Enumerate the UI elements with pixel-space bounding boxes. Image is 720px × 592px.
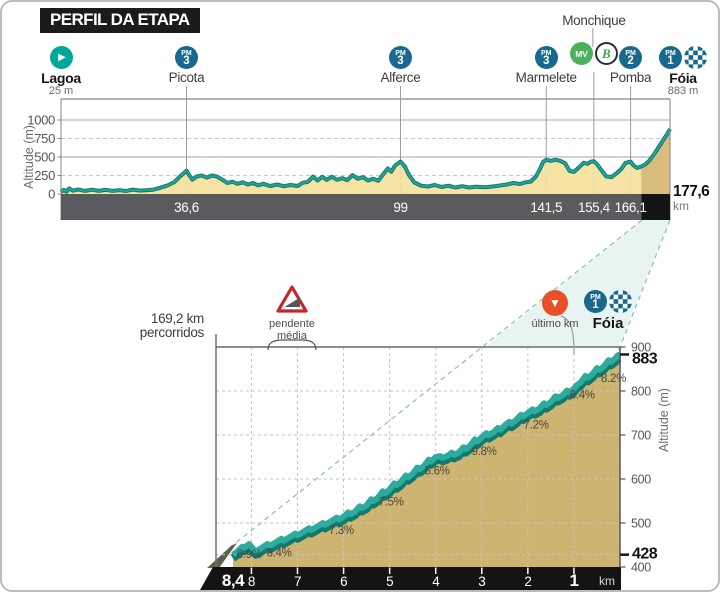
covered-distance-label: 169,2 km percorridos: [62, 312, 204, 340]
svg-text:166,1: 166,1: [615, 200, 647, 215]
zoom-finish-badges: PM1: [563, 290, 653, 313]
final-climb-chart: 6.9%8.4%7.3%7.5%5.6%9.8%7.2%6.4%8.2%8,48…: [200, 316, 658, 590]
start-icon: ▶: [50, 46, 73, 69]
slope-label-line1: pendente: [250, 319, 334, 331]
svg-text:6.4%: 6.4%: [570, 389, 595, 401]
svg-text:155,4: 155,4: [578, 200, 611, 215]
svg-text:4: 4: [432, 574, 440, 589]
svg-text:700: 700: [631, 429, 651, 443]
zoom-y-axis-label: Altitude (m): [657, 375, 671, 465]
average-slope-sign: pendente média: [250, 284, 334, 342]
svg-text:km: km: [599, 574, 615, 588]
pm-category: 1: [667, 57, 673, 66]
covered-distance-value: 169,2 km: [62, 312, 204, 326]
zoom-finish-name: Fóia: [563, 315, 653, 332]
total-distance-value: 177,6: [673, 183, 709, 200]
svg-text:2: 2: [524, 574, 531, 589]
slope-label-line2: média: [250, 331, 334, 343]
waypoint-name: Monchique: [546, 14, 642, 28]
svg-text:1: 1: [569, 571, 578, 590]
waypoint-name: Fóia: [635, 71, 720, 85]
pm-category: 3: [183, 57, 189, 66]
waypoint-alferce: PM3 Alferce: [352, 46, 448, 85]
mountain-points-badge: PM1: [584, 290, 607, 313]
waypoint-fia: PM1 Fóia883 m: [635, 46, 720, 97]
svg-text:500: 500: [34, 150, 55, 165]
mountain-points-badge: PM1: [659, 46, 682, 69]
mountain-points-badge: PM3: [175, 46, 198, 69]
zoom-finish-marker: PM1 Fóia: [563, 290, 653, 332]
waypoint-badges: PM3: [352, 46, 448, 69]
total-distance-unit: km: [673, 199, 709, 213]
page-title: PERFIL DA ETAPA: [40, 8, 200, 33]
svg-text:883: 883: [632, 350, 658, 367]
finish-flag-icon: [609, 290, 632, 313]
pm-category: 1: [592, 301, 598, 310]
svg-text:6: 6: [340, 574, 347, 589]
slope-warning-icon: [275, 301, 309, 318]
waypoint-name: Picota: [139, 71, 235, 85]
svg-text:8.4%: 8.4%: [267, 547, 292, 559]
svg-text:7.5%: 7.5%: [379, 497, 404, 509]
svg-text:8: 8: [248, 574, 255, 589]
svg-text:99: 99: [393, 200, 407, 215]
svg-text:36,6: 36,6: [174, 200, 199, 215]
svg-text:0: 0: [48, 187, 55, 202]
svg-text:800: 800: [631, 385, 651, 399]
waypoint-elevation: 25 m: [13, 85, 109, 97]
waypoint-lagoa: ▶ Lagoa25 m: [13, 46, 109, 97]
finish-flag-icon: [684, 46, 707, 69]
svg-text:9.8%: 9.8%: [472, 446, 497, 458]
total-distance: 177,6 km: [673, 185, 709, 213]
waypoint-elevation: 883 m: [635, 85, 720, 97]
waypoint-picota: PM3 Picota: [139, 46, 235, 85]
mountain-points-badge: PM3: [389, 46, 412, 69]
svg-text:428: 428: [632, 546, 658, 563]
svg-text:5.6%: 5.6%: [425, 466, 450, 478]
waypoint-badges: PM3: [139, 46, 235, 69]
svg-text:8,4: 8,4: [222, 571, 245, 590]
svg-text:7.3%: 7.3%: [329, 525, 354, 537]
waypoint-name: Lagoa: [13, 71, 109, 85]
svg-text:500: 500: [631, 517, 651, 531]
waypoint-name: Marmelete: [498, 71, 594, 85]
svg-text:8.2%: 8.2%: [601, 373, 626, 385]
svg-text:250: 250: [34, 168, 55, 183]
svg-text:5: 5: [386, 574, 393, 589]
svg-text:3: 3: [478, 574, 485, 589]
svg-text:750: 750: [34, 131, 55, 146]
covered-distance-word: percorridos: [62, 326, 204, 340]
pm-category: 3: [397, 57, 403, 66]
top-y-axis-label: Altitude (m): [22, 112, 36, 202]
waypoint-badges: ▶: [13, 46, 109, 69]
stage-profile-figure: 0250500750100036,699141,5155,4166,16.9%8…: [0, 0, 720, 592]
svg-text:141,5: 141,5: [530, 200, 562, 215]
waypoint-name: Alferce: [352, 71, 448, 85]
waypoint-badges: PM1: [635, 46, 720, 69]
svg-text:6.9%: 6.9%: [237, 549, 262, 561]
svg-text:600: 600: [631, 473, 651, 487]
svg-text:7: 7: [294, 574, 301, 589]
pm-category: 2: [627, 57, 633, 66]
svg-text:7.2%: 7.2%: [524, 419, 549, 431]
